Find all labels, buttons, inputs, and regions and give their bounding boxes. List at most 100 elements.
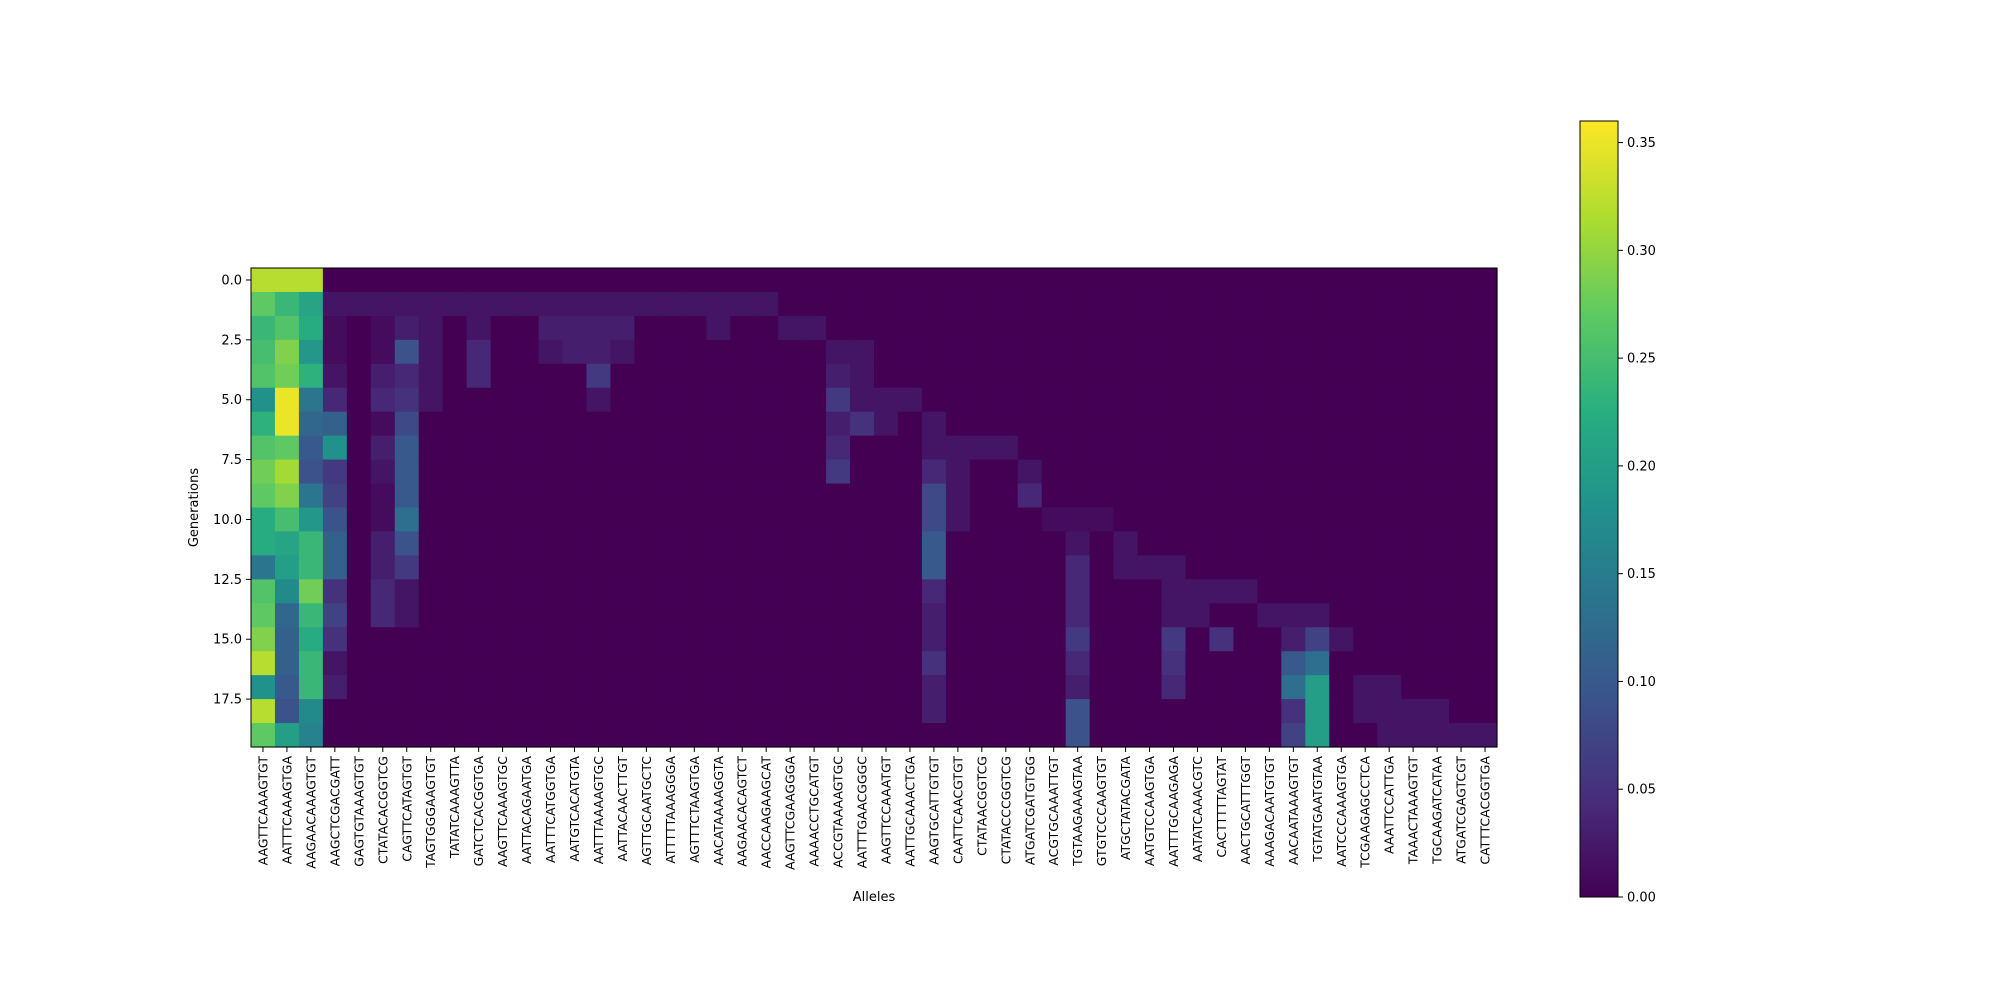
y-axis-label: Generations (187, 468, 202, 548)
heatmap-cell (394, 651, 420, 676)
heatmap-cell (1233, 627, 1258, 652)
heatmap-cell (1257, 507, 1282, 533)
heatmap-cell (802, 315, 827, 341)
heatmap-cell (1041, 555, 1067, 580)
heatmap-cell (1281, 339, 1306, 365)
heatmap-cell (251, 291, 276, 317)
heatmap-cell (658, 603, 683, 628)
heatmap-cell (706, 363, 731, 389)
heatmap-cell (826, 483, 851, 509)
heatmap-cell (1041, 363, 1067, 389)
heatmap-cell (490, 411, 516, 437)
heatmap-cell (969, 699, 995, 724)
x-tick-label: TAGTGGGAAGTGT (423, 756, 438, 869)
heatmap-cell (322, 507, 348, 533)
heatmap-cell (274, 411, 300, 437)
heatmap-cell (298, 483, 324, 509)
heatmap-cell (1449, 507, 1474, 533)
heatmap-cell (874, 435, 899, 461)
heatmap-cell (1185, 555, 1211, 580)
heatmap-cell (538, 387, 564, 413)
heatmap-cell (610, 268, 635, 293)
heatmap-cell (538, 483, 564, 509)
heatmap-cell (730, 483, 755, 509)
heatmap-cell (1353, 363, 1378, 389)
heatmap-cell (251, 387, 276, 413)
heatmap-cell (1137, 723, 1163, 748)
heatmap-cell (298, 675, 324, 700)
heatmap-cell (1017, 483, 1043, 509)
heatmap-cell (586, 627, 612, 652)
heatmap-cell (730, 459, 755, 485)
heatmap-cell (610, 291, 635, 317)
heatmap-cell (1041, 723, 1067, 748)
heatmap-cell (969, 675, 995, 700)
heatmap-cell (1161, 315, 1187, 341)
heatmap-cell (682, 268, 707, 293)
heatmap-cell (993, 531, 1019, 556)
heatmap-cell (850, 507, 875, 533)
heatmap-cell (802, 723, 827, 748)
heatmap-cell (1089, 435, 1115, 461)
heatmap-cell (490, 627, 516, 652)
heatmap-cell (586, 579, 612, 604)
heatmap-cell (1425, 387, 1450, 413)
heatmap-cell (1377, 291, 1402, 317)
heatmap-cell (945, 291, 971, 317)
heatmap-cell (274, 627, 300, 652)
heatmap-cell (634, 723, 659, 748)
heatmap-cell (1209, 651, 1235, 676)
heatmap-cell (298, 411, 324, 437)
heatmap-cell (251, 507, 276, 533)
heatmap-cell (370, 387, 396, 413)
heatmap-cell (538, 555, 564, 580)
heatmap-cell (1401, 579, 1426, 604)
heatmap-cell (251, 268, 276, 293)
heatmap-cell (897, 627, 923, 652)
heatmap-cell (706, 268, 731, 293)
heatmap-cell (1017, 387, 1043, 413)
heatmap-cell (1281, 699, 1306, 724)
heatmap-cell (706, 435, 731, 461)
heatmap-cell (1425, 651, 1450, 676)
x-tick-label: AAGTTCGAAGGGA (783, 756, 798, 870)
heatmap-cell (1209, 723, 1235, 748)
heatmap-cell (921, 579, 947, 604)
heatmap-cell (826, 268, 851, 293)
heatmap-cell (1017, 315, 1043, 341)
heatmap-cell (322, 435, 348, 461)
heatmap-cell (874, 507, 899, 533)
heatmap-cell (730, 363, 755, 389)
heatmap-cell (1281, 363, 1306, 389)
heatmap-cell (1209, 555, 1235, 580)
heatmap-cell (1257, 483, 1282, 509)
heatmap-cell (1377, 411, 1402, 437)
heatmap-cell (514, 363, 540, 389)
heatmap-cell (706, 699, 731, 724)
heatmap-cell (1041, 531, 1067, 556)
heatmap-cell (490, 363, 516, 389)
heatmap-cell (610, 435, 635, 461)
heatmap-cell (1449, 579, 1474, 604)
heatmap-cell (1305, 507, 1330, 533)
heatmap-cell (1425, 411, 1450, 437)
colorbar-tick-label: 0.10 (1627, 675, 1656, 690)
heatmap-cell (1257, 699, 1282, 724)
heatmap-cell (466, 459, 492, 485)
colorbar-tick-label: 0.20 (1627, 459, 1656, 474)
heatmap-cell (1017, 411, 1043, 437)
heatmap-cell (874, 555, 899, 580)
heatmap-cell (1161, 459, 1187, 485)
heatmap-cell (1257, 387, 1282, 413)
heatmap-cell (1017, 555, 1043, 580)
x-tick-label: CATTTCACGGTGA (1478, 756, 1493, 865)
heatmap-cell (682, 291, 707, 317)
heatmap-cell (1017, 723, 1043, 748)
heatmap-cell (826, 723, 851, 748)
heatmap-cell (1041, 483, 1067, 509)
heatmap-cell (1377, 507, 1402, 533)
heatmap-cell (1449, 627, 1474, 652)
heatmap-cell (1281, 723, 1306, 748)
heatmap-cell (418, 507, 444, 533)
heatmap-cell (1089, 723, 1115, 748)
